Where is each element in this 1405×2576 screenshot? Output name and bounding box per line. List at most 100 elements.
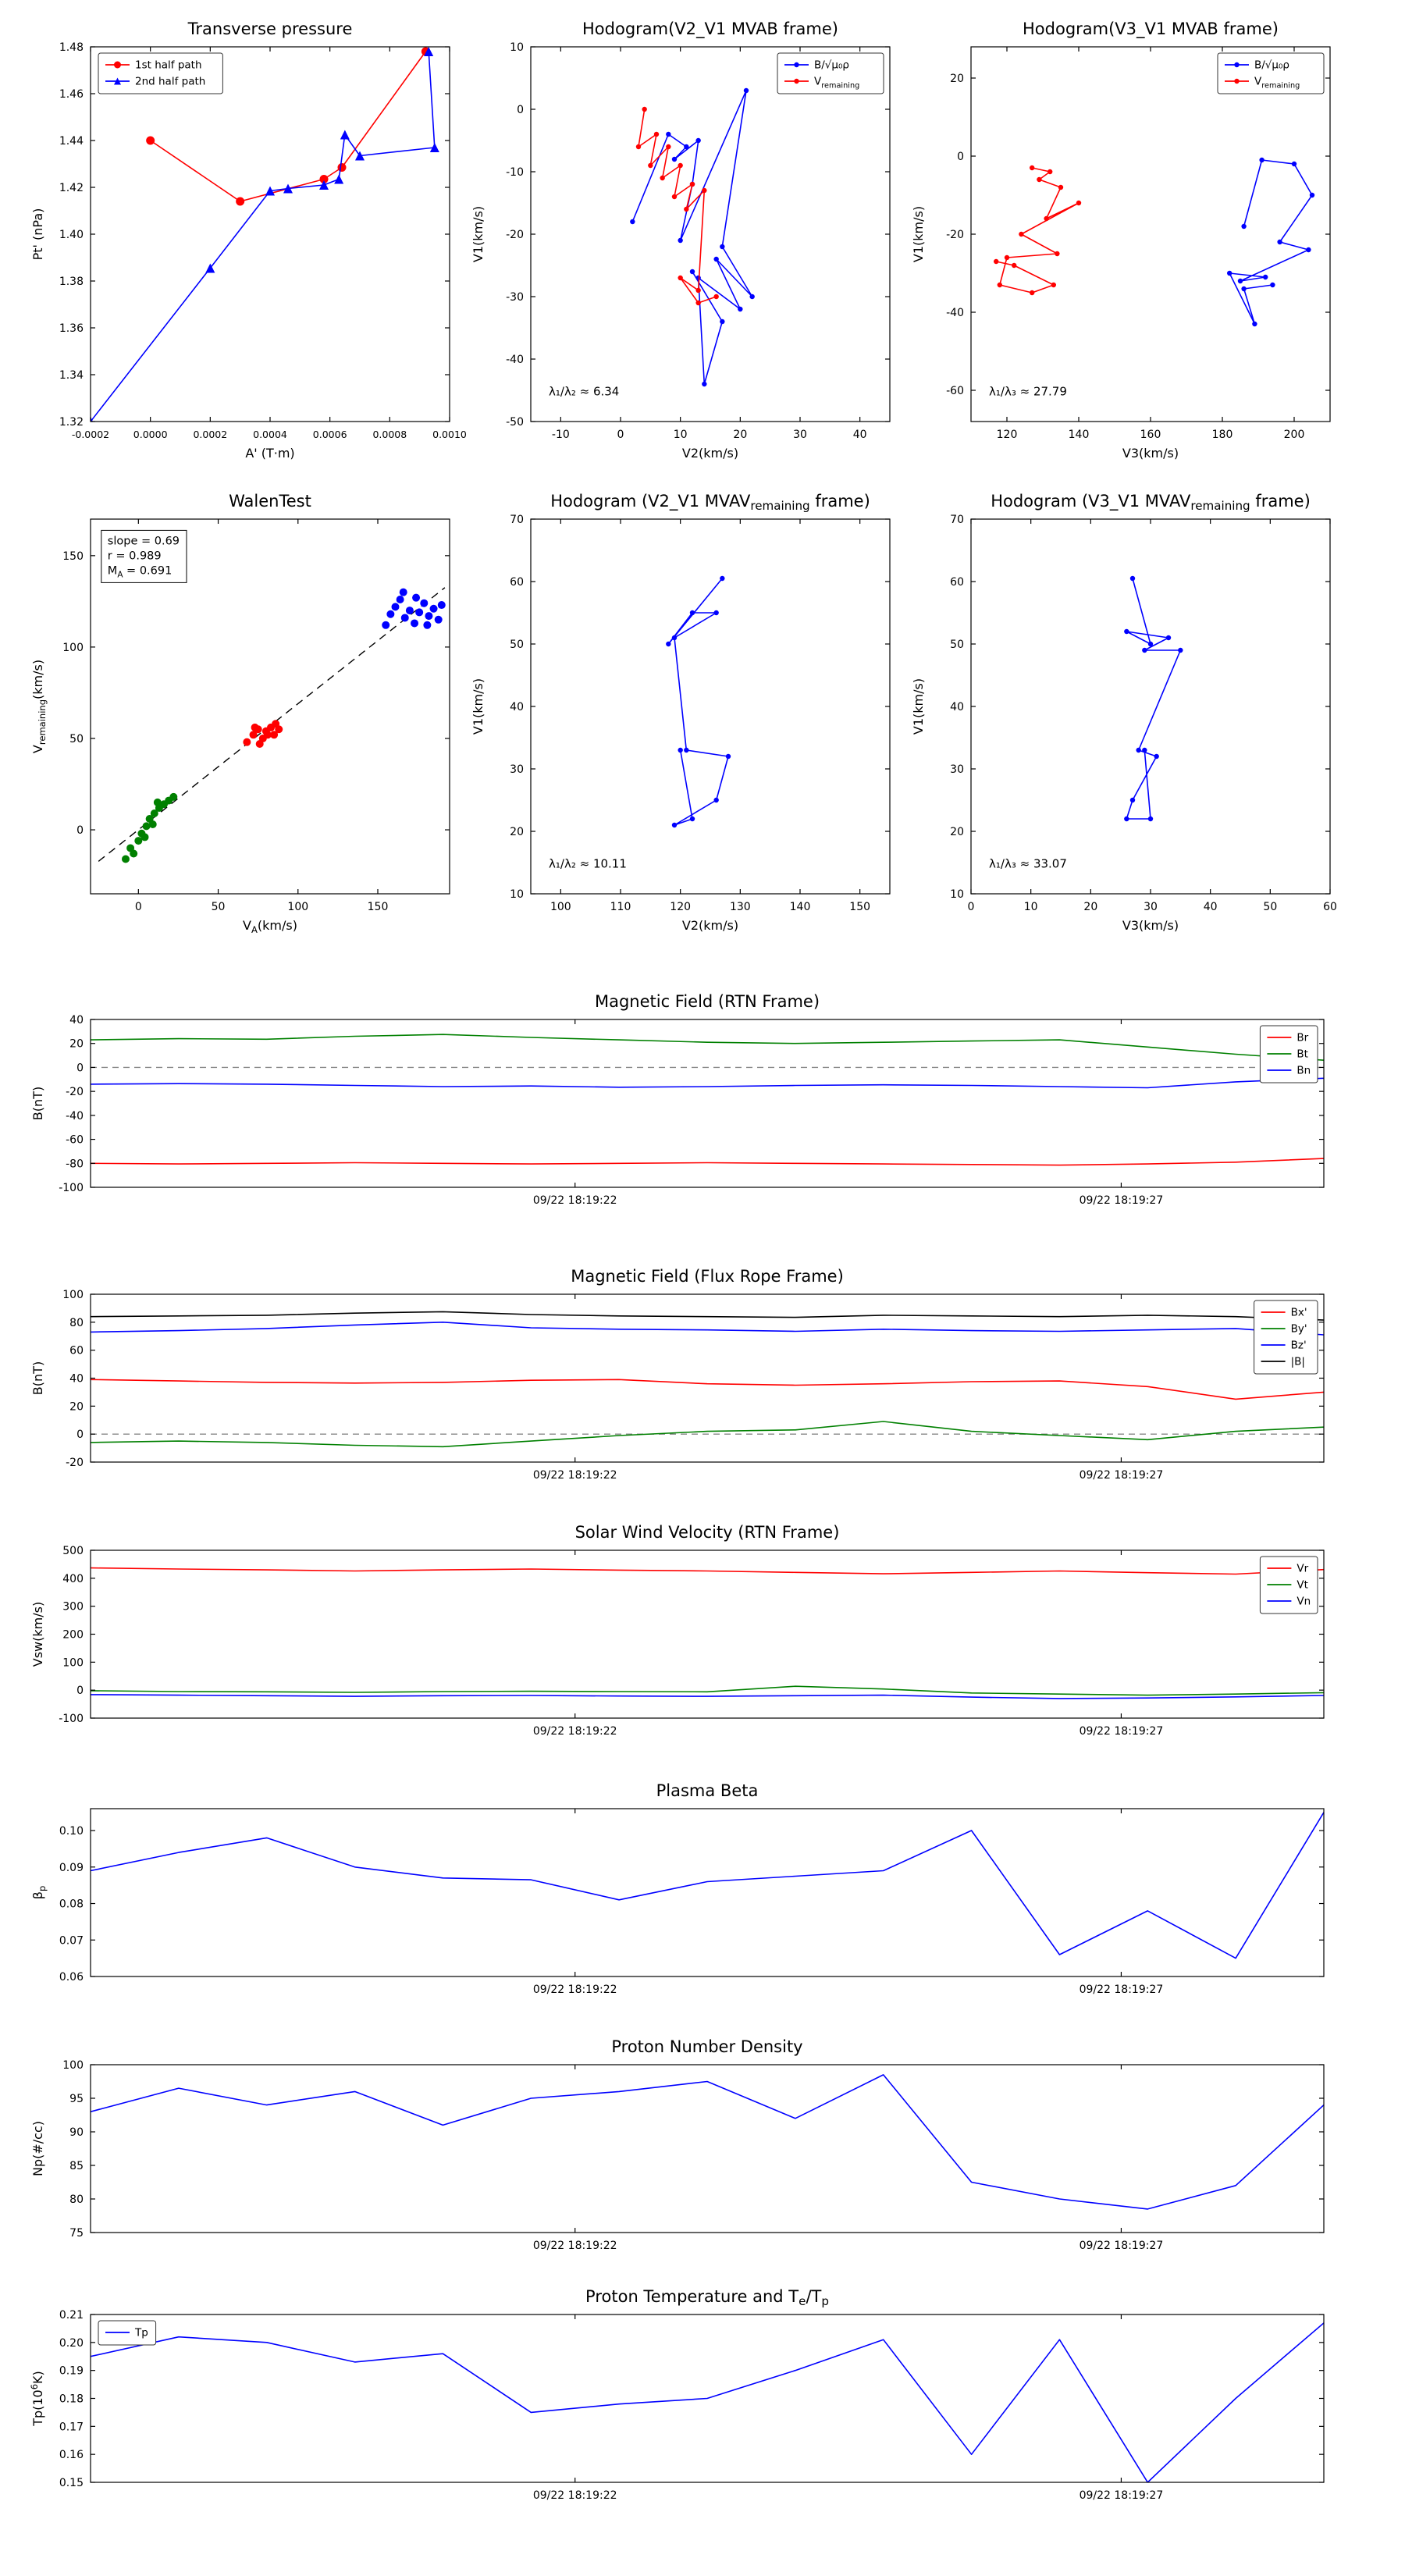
y-tick-label: 1.32: [59, 416, 84, 429]
y-axis-label: Vremaining(km/s): [30, 660, 48, 753]
chart-title: Transverse pressure: [187, 20, 353, 38]
chart-title: Magnetic Field (RTN Frame): [595, 992, 820, 1011]
y-tick-label: 0.19: [59, 2365, 84, 2378]
legend-label: Tp: [134, 2327, 148, 2339]
y-axis-label: Tp(106K): [29, 2371, 45, 2427]
plot-area: [1124, 575, 1183, 822]
y-tick-label: 1.34: [59, 369, 84, 382]
legend-label: By': [1291, 1323, 1307, 1336]
x-tick-label: 50: [1263, 901, 1277, 913]
y-tick-label: 1.38: [59, 276, 84, 288]
y-axis-label: V1(km/s): [471, 678, 486, 735]
x-axis-label: VA(km/s): [243, 918, 297, 935]
x-tick-label: 0.0008: [372, 429, 407, 440]
y-tick-label: 20: [69, 1400, 84, 1413]
x-tick-label: 09/22 18:19:27: [1080, 1469, 1164, 1482]
y-axis-label: Vsw(km/s): [30, 1602, 45, 1667]
y-tick-label: -20: [946, 229, 964, 241]
x-tick-label: 0: [968, 901, 975, 913]
x-tick-label: 130: [730, 901, 751, 913]
x-tick-label: 09/22 18:19:22: [533, 2240, 617, 2252]
x-tick-label: 09/22 18:19:27: [1080, 2240, 1164, 2252]
legend-label: Vremaining: [814, 76, 859, 91]
y-tick-label: -80: [66, 1158, 84, 1170]
y-tick-label: 10: [510, 888, 524, 901]
chart-magnetic-field-flux-rope: 09/22 18:19:22 09/22 18:19:27 -20 0 20 40 60 80…: [30, 1267, 1325, 1482]
plot-area: [91, 1034, 1324, 1166]
y-tick-label: 75: [69, 2227, 84, 2240]
x-tick-label: 20: [1083, 901, 1097, 913]
chart-title: Plasma Beta: [656, 1781, 759, 1800]
x-tick-label: 60: [1323, 901, 1337, 913]
y-tick-label: 20: [950, 826, 964, 838]
y-tick-label: 70: [950, 514, 964, 526]
y-axis-label: V1(km/s): [911, 206, 926, 262]
x-tick-label: 09/22 18:19:22: [533, 1469, 617, 1482]
chart-title: Proton Number Density: [611, 2037, 802, 2056]
series-Bn: [91, 1077, 1324, 1089]
y-tick-label: 0: [957, 151, 964, 163]
x-tick-label: 09/22 18:19:27: [1080, 1725, 1164, 1738]
x-tick-label: 100: [287, 901, 308, 913]
y-tick-label: 100: [62, 642, 84, 654]
y-tick-label: 100: [62, 1656, 84, 1669]
x-tick-label: 100: [550, 901, 571, 913]
y-tick-label: 100: [62, 2059, 84, 2072]
x-axis-label: A' (T·m): [245, 446, 294, 461]
y-tick-label: 0: [76, 1685, 84, 1697]
y-tick-label: 60: [69, 1345, 84, 1357]
y-tick-label: 95: [69, 2093, 84, 2105]
y-tick-label: -30: [506, 291, 524, 304]
x-axis-label: V2(km/s): [682, 918, 738, 933]
x-tick-label: -10: [552, 429, 570, 441]
x-tick-label: 09/22 18:19:22: [533, 1194, 617, 1207]
x-tick-label: 200: [1284, 429, 1305, 441]
chart-proton-temperature: 09/22 18:19:22 09/22 18:19:27 0.15 0.16 0.17…: [29, 2287, 1325, 2502]
y-tick-label: -40: [506, 354, 524, 366]
y-tick-label: 30: [950, 763, 964, 776]
y-tick-label: 10: [950, 888, 964, 901]
x-tick-label: 40: [1204, 901, 1218, 913]
y-tick-label: -60: [946, 385, 964, 397]
y-tick-label: 0.08: [59, 1898, 84, 1911]
series-blue: [91, 2074, 1324, 2210]
chart-title: Solar Wind Velocity (RTN Frame): [575, 1523, 840, 1542]
legend-label: B/√μ₀ρ: [814, 59, 849, 72]
y-tick-label: 20: [69, 1038, 84, 1051]
y-tick-label: 1.42: [59, 182, 84, 194]
y-tick-label: 0: [517, 104, 524, 116]
y-tick-label: 0.09: [59, 1862, 84, 1874]
x-tick-label: 09/22 18:19:22: [533, 1725, 617, 1738]
legend: Br Bt Bn: [1259, 1025, 1318, 1083]
x-tick-label: 110: [610, 901, 631, 913]
series-Tp: [91, 2322, 1324, 2482]
series-By': [91, 1421, 1324, 1448]
y-tick-label: 50: [510, 639, 524, 651]
legend-label: Vt: [1297, 1579, 1308, 1592]
legend-label: 2nd half path: [135, 76, 205, 88]
plot-area: [91, 2074, 1324, 2210]
x-tick-label: 09/22 18:19:22: [533, 1984, 617, 1996]
y-tick-label: 0.20: [59, 2337, 84, 2350]
y-tick-label: -60: [66, 1134, 84, 1147]
y-axis-label: V1(km/s): [911, 678, 926, 735]
y-tick-label: -100: [59, 1713, 84, 1725]
chart-solar-wind-velocity: 09/22 18:19:22 09/22 18:19:27 -100 0 100 200 3…: [30, 1523, 1325, 1738]
y-tick-label: 40: [69, 1373, 84, 1386]
y-tick-label: 10: [510, 41, 524, 54]
series-Bx': [91, 1379, 1324, 1400]
y-tick-label: -100: [59, 1182, 84, 1194]
x-tick-label: 0.0006: [313, 429, 347, 440]
annotation: slope = 0.69 r = 0.989 MA = 0.691: [101, 529, 187, 583]
plot-area: [994, 157, 1315, 327]
y-tick-label: 1.46: [59, 88, 84, 101]
plot-area: [91, 47, 439, 422]
svg-text:λ₁/λ₃ ≈ 27.79: λ₁/λ₃ ≈ 27.79: [989, 384, 1067, 398]
chart-walen-test: 0 50 100 150 0 50 100 150 WalenTest VA(km/s) Vrema…: [30, 492, 450, 935]
y-tick-label: 150: [62, 550, 84, 563]
y-tick-label: 500: [62, 1545, 84, 1557]
x-tick-label: 160: [1140, 429, 1161, 441]
chart-title: Magnetic Field (Flux Rope Frame): [571, 1267, 844, 1286]
y-tick-label: 400: [62, 1573, 84, 1585]
